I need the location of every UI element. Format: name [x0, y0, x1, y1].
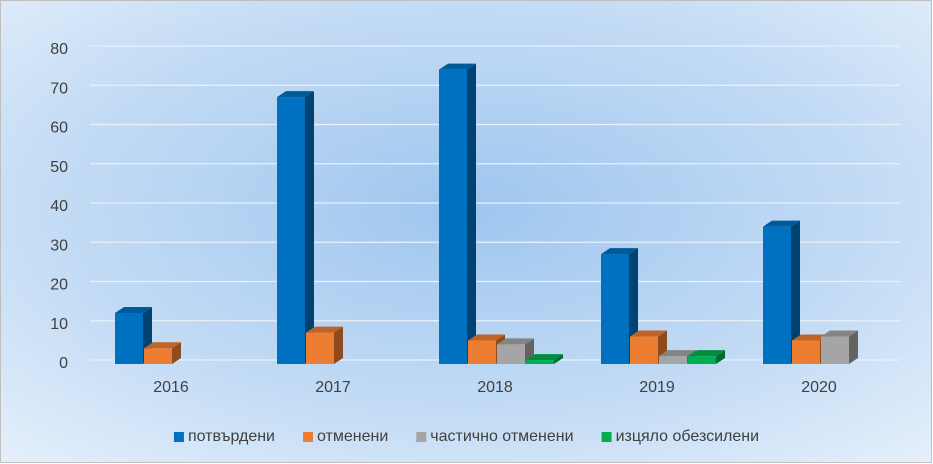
- x-tick-label: 2016: [153, 379, 189, 396]
- bar-top: [439, 63, 476, 70]
- bar-top: [497, 338, 534, 345]
- legend-label: изцяло обезсилени: [616, 428, 760, 445]
- bar-top: [115, 306, 152, 313]
- bar: [526, 360, 554, 364]
- bar-side: [849, 330, 858, 364]
- legend-swatch: [416, 432, 427, 442]
- bar-top: [144, 342, 181, 349]
- y-tick-label: 80: [50, 41, 68, 58]
- bar: [688, 356, 716, 364]
- bar-side: [172, 342, 181, 364]
- bar-top: [688, 350, 725, 357]
- bar-top: [277, 91, 314, 98]
- x-tick-label: 2019: [639, 379, 675, 396]
- bar: [439, 69, 467, 364]
- bar: [601, 254, 629, 364]
- bar-side: [467, 63, 476, 364]
- bar-side: [305, 91, 314, 364]
- bar: [630, 336, 658, 364]
- bar: [306, 332, 334, 364]
- bar: [277, 97, 305, 364]
- x-tick-label: 2017: [315, 379, 351, 396]
- bar-top: [306, 326, 343, 333]
- y-tick-label: 30: [50, 237, 68, 254]
- y-tick-label: 60: [50, 120, 68, 137]
- legend-label: отменени: [317, 428, 388, 445]
- legend-swatch: [302, 432, 313, 442]
- bar: [763, 226, 791, 364]
- bar: [821, 336, 849, 364]
- y-tick-label: 10: [50, 316, 68, 333]
- bar-top: [821, 330, 858, 337]
- y-tick-label: 0: [59, 355, 68, 372]
- y-tick-label: 20: [50, 277, 68, 294]
- bar-side: [716, 350, 725, 364]
- bar-top: [468, 334, 505, 341]
- bar: [468, 340, 496, 364]
- x-tick-label: 2018: [477, 379, 513, 396]
- bar-top: [630, 330, 667, 337]
- plot-area: 0 10 20 30 40 50 60 70 80 2016 2017 2018 2019 2020 пот…: [50, 41, 900, 445]
- bar: [659, 356, 687, 364]
- bar: [497, 344, 525, 364]
- legend-label: потвърдени: [188, 428, 275, 445]
- bar-top: [659, 350, 696, 357]
- bar-side: [554, 354, 563, 364]
- legend-swatch: [173, 432, 184, 442]
- y-tick-label: 70: [50, 80, 68, 97]
- bar-top: [763, 220, 800, 227]
- bar: [115, 312, 143, 364]
- bar-side: [334, 326, 343, 364]
- legend-label: частично отменени: [430, 428, 573, 445]
- bar-top: [792, 334, 829, 341]
- bar: [792, 340, 820, 364]
- legend-swatch: [601, 432, 612, 442]
- bar-top: [601, 248, 638, 255]
- bar: [144, 348, 172, 364]
- y-tick-label: 40: [50, 198, 68, 215]
- bar-top: [526, 354, 563, 361]
- x-tick-label: 2020: [801, 379, 837, 396]
- bar-side: [791, 220, 800, 364]
- y-tick-label: 50: [50, 159, 68, 176]
